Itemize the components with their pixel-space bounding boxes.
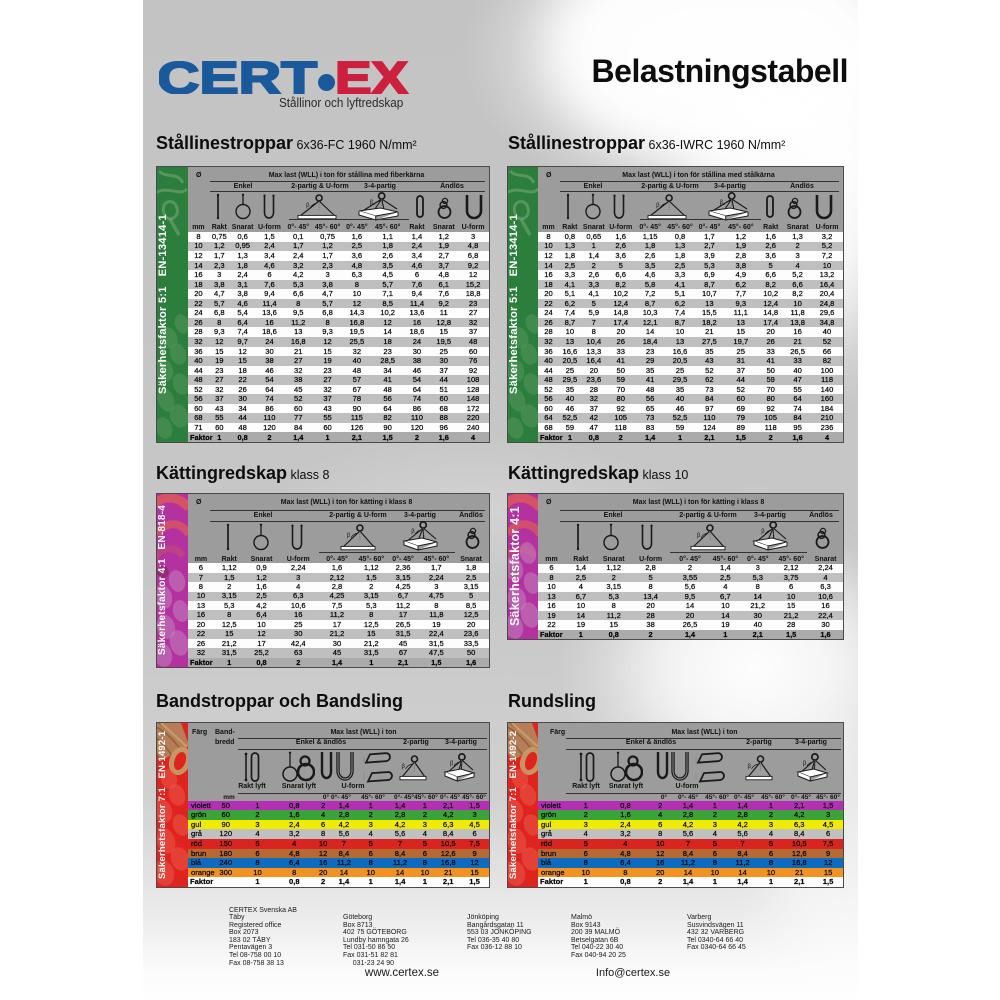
svg-text:β: β — [720, 200, 724, 206]
svg-text:β: β — [411, 529, 415, 535]
svg-text:CERT: CERT — [159, 61, 317, 94]
svg-text:β: β — [347, 533, 351, 539]
svg-text:β: β — [370, 200, 374, 206]
svg-text:β: β — [306, 203, 310, 209]
svg-text:β: β — [748, 764, 752, 770]
svg-text:β: β — [402, 764, 406, 770]
svg-text:EX: EX — [335, 61, 408, 94]
svg-text:β: β — [656, 203, 660, 209]
svg-text:β: β — [761, 529, 765, 535]
svg-text:β: β — [697, 533, 701, 539]
svg-text:β: β — [803, 761, 807, 767]
svg-text:β: β — [450, 761, 454, 767]
